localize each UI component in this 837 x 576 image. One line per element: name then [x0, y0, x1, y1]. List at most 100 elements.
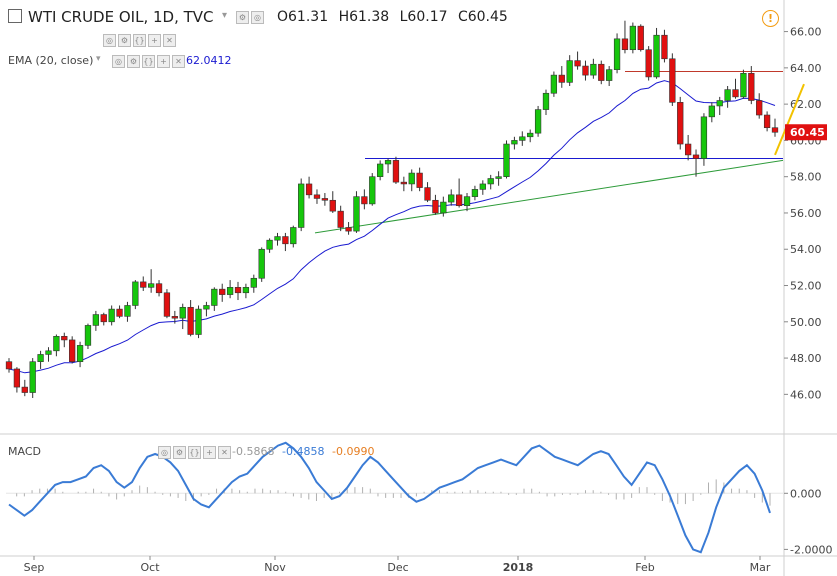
candle [692, 149, 700, 177]
collapse-icon[interactable] [8, 9, 22, 23]
candle [226, 280, 234, 299]
candle-body [550, 74, 558, 94]
candle-body [511, 140, 518, 145]
macd-value-2: -0.4858 [282, 445, 325, 458]
settings-icon[interactable]: ⚙ [127, 55, 140, 68]
macd-tick-label: -2.0000 [790, 543, 832, 556]
candle-body [203, 305, 210, 310]
candle-body [226, 287, 234, 295]
ema-value: 62.0412 [186, 54, 232, 67]
candle-body [76, 345, 84, 363]
candle [637, 24, 644, 52]
candle-body [479, 183, 486, 190]
ema-dropdown-icon[interactable]: ▾ [96, 54, 101, 64]
close-icon[interactable]: ✕ [218, 446, 231, 459]
candle [282, 232, 289, 252]
candle [771, 118, 779, 137]
candle [424, 182, 431, 203]
candle [392, 156, 400, 184]
candle-body [290, 227, 297, 245]
candle-body [61, 336, 68, 341]
candle [677, 96, 684, 150]
candle-body [448, 194, 455, 203]
source-icon[interactable]: {} [188, 446, 201, 459]
warning-icon[interactable]: ! [762, 10, 779, 27]
settings-icon[interactable]: ⚙ [236, 11, 249, 24]
candle-body [574, 60, 581, 67]
candle [290, 225, 297, 248]
candle-body [321, 198, 329, 201]
hide-icon[interactable]: ◎ [251, 11, 264, 24]
candle-body [684, 143, 692, 156]
candle-body [140, 281, 147, 288]
time-tick-label: Nov [264, 561, 286, 574]
candle-body [132, 281, 139, 306]
macd-value-1: -0.5868 [232, 445, 275, 458]
candle [645, 46, 652, 81]
candle-body [195, 308, 202, 335]
candle [211, 287, 218, 311]
symbol-dropdown-icon[interactable]: ▾ [222, 10, 228, 21]
source-icon[interactable]: {} [133, 34, 146, 47]
candle-body [463, 196, 471, 207]
candle [511, 136, 518, 150]
candle [116, 305, 123, 319]
candle-body [432, 199, 439, 214]
candle [305, 176, 313, 199]
candle [542, 89, 550, 116]
candle-body [219, 288, 226, 295]
candle [503, 140, 510, 179]
candle [479, 180, 486, 195]
time-tick-label: Sep [24, 561, 45, 574]
candle-body [566, 60, 573, 83]
candle [566, 55, 573, 86]
candle [179, 303, 186, 330]
candle-body [163, 292, 171, 317]
projection-arrow [774, 83, 805, 156]
candle [495, 171, 502, 186]
candle [590, 58, 597, 79]
candle-body [732, 89, 739, 98]
source-icon[interactable]: {} [142, 55, 155, 68]
candle [361, 189, 368, 210]
candle [669, 53, 676, 106]
settings-icon[interactable]: ⚙ [118, 34, 131, 47]
candle [724, 85, 731, 108]
visibility-icon[interactable]: ◎ [158, 446, 171, 459]
candle-body [416, 172, 423, 188]
candle [195, 305, 202, 339]
candle [250, 274, 257, 293]
add-icon[interactable]: + [157, 55, 170, 68]
time-tick-label: Oct [140, 561, 160, 574]
candle [455, 178, 463, 208]
candle-body [763, 114, 771, 129]
add-icon[interactable]: + [148, 34, 161, 47]
settings-icon[interactable]: ⚙ [173, 446, 186, 459]
candle-body [329, 199, 336, 212]
candle-body [84, 325, 92, 346]
candle-body [298, 183, 305, 228]
high-value: H61.38 [338, 9, 390, 25]
ema-line [8, 80, 776, 374]
candle [448, 189, 455, 206]
visibility-icon[interactable]: ◎ [112, 55, 125, 68]
candle [582, 60, 589, 81]
close-icon[interactable]: ✕ [163, 34, 176, 47]
add-icon[interactable]: + [203, 446, 216, 459]
candle [606, 66, 613, 86]
candle [21, 379, 28, 397]
candle-body [179, 306, 186, 319]
price-tick-label: 48.00 [790, 352, 822, 365]
time-tick-label: 2018 [503, 561, 534, 574]
candle-body [69, 339, 76, 363]
candle-body [495, 176, 502, 179]
candle [163, 289, 171, 319]
price-tick-label: 52.00 [790, 280, 822, 293]
close-icon[interactable]: ✕ [172, 55, 185, 68]
candle [440, 196, 447, 217]
visibility-icon[interactable]: ◎ [103, 34, 116, 47]
candle-body [637, 25, 644, 51]
candle-body [361, 196, 368, 205]
candle [124, 301, 131, 322]
